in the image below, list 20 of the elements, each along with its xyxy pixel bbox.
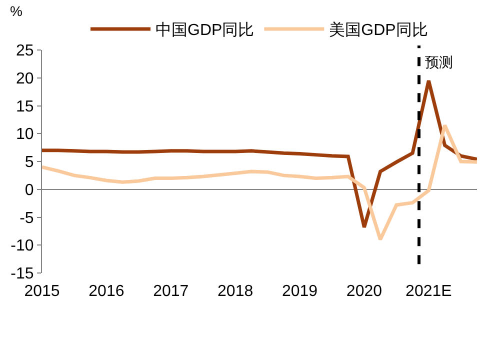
ref-line-label: 预测 [425, 54, 453, 70]
y-tick-label: 20 [16, 70, 34, 88]
y-tick-label: -10 [10, 238, 34, 255]
y-tick-label: 25 [16, 42, 34, 60]
y-tick-label: -5 [20, 210, 34, 227]
x-tick-label: 2017 [153, 283, 189, 300]
y-tick-label: 0 [24, 182, 34, 199]
legend-label: 美国GDP同比 [329, 21, 428, 40]
y-tick-label: 10 [16, 126, 34, 144]
y-tick-label: 5 [24, 154, 34, 172]
x-tick-label: 2021E [406, 283, 452, 300]
x-tick-label: 2015 [24, 283, 60, 300]
x-tick-label: 2018 [218, 283, 254, 300]
y-tick-label: -15 [10, 266, 34, 283]
y-tick-label: 15 [16, 98, 34, 116]
x-tick-label: 2019 [282, 283, 318, 300]
x-tick-label: 2020 [346, 283, 382, 300]
y-axis-title: % [10, 3, 22, 19]
x-tick-label: 2016 [88, 283, 124, 300]
legend-label: 中国GDP同比 [156, 21, 254, 40]
